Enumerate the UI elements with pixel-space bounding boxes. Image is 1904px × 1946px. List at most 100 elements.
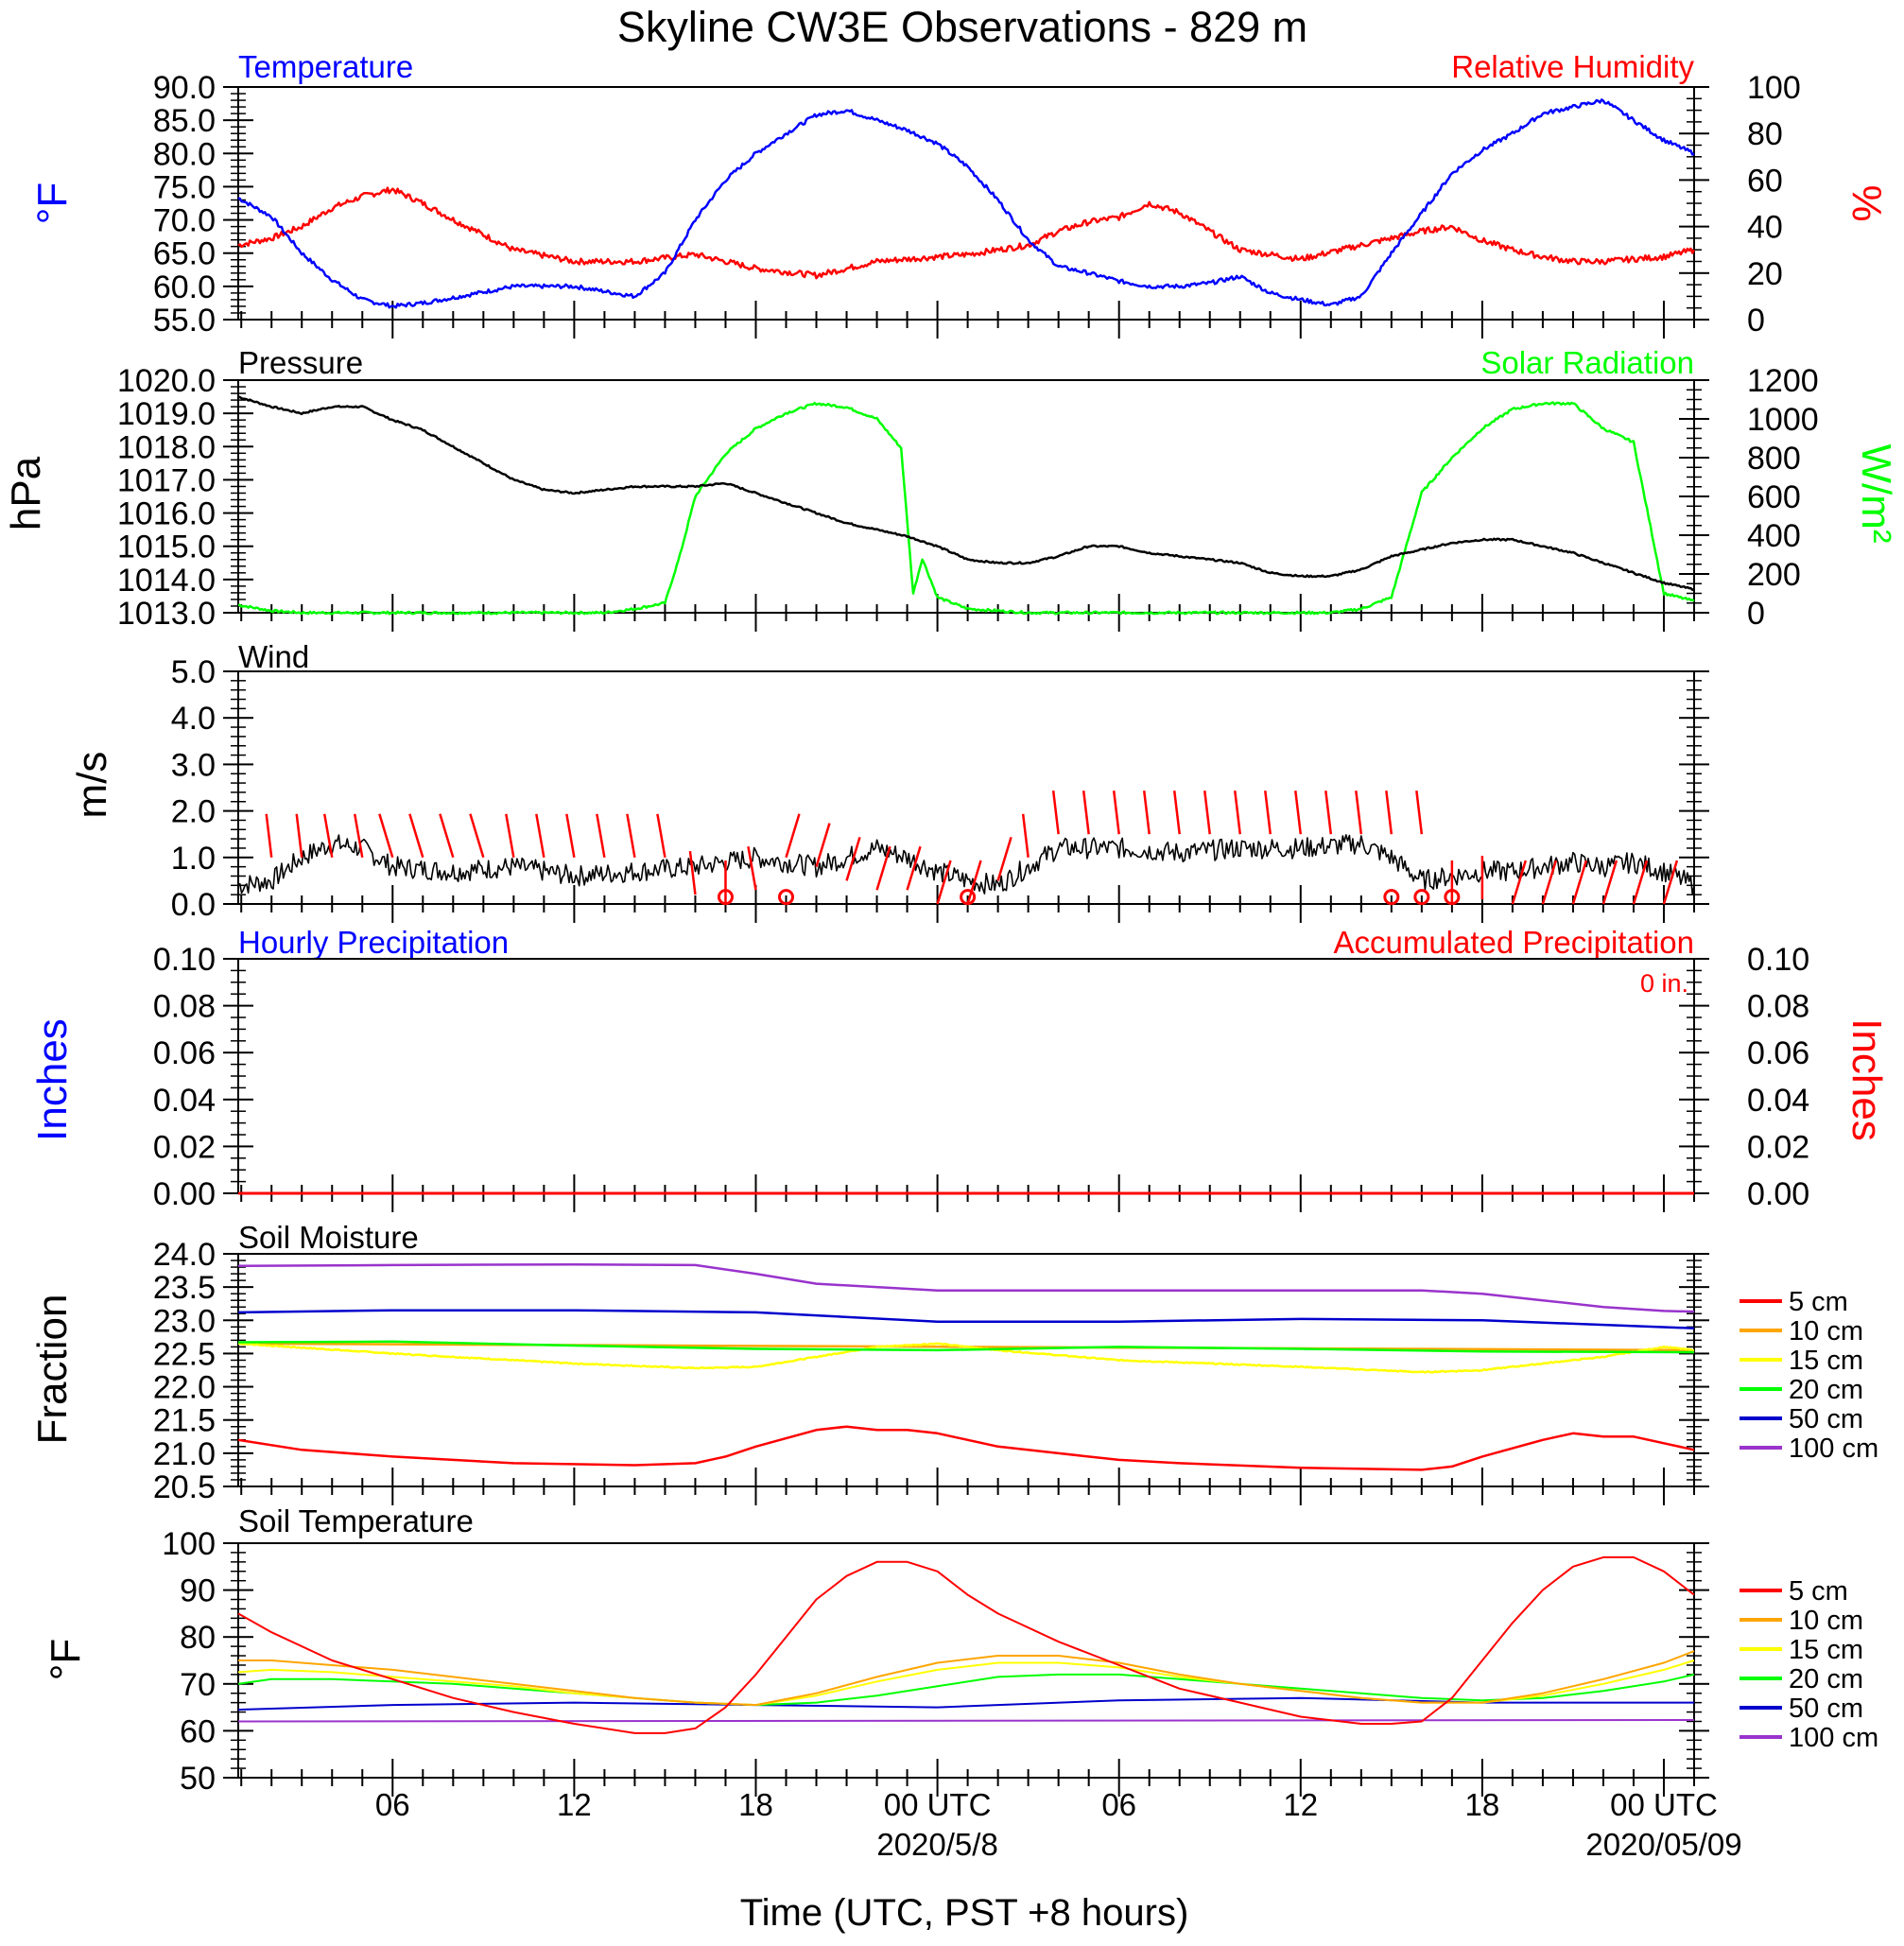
wind-barb: [1511, 860, 1528, 905]
y-right-tick-label: 600: [1747, 479, 1801, 515]
y-tick-label: 4.0: [171, 701, 216, 737]
calm-wind-marker: [1383, 889, 1400, 906]
y-tick-label: 65.0: [153, 236, 216, 272]
wind-barb: [353, 813, 364, 859]
y-tick-label: 1020.0: [117, 363, 216, 399]
legend-label: 15 cm: [1789, 1635, 1863, 1665]
pressure-title: Pressure: [238, 345, 363, 380]
wind-barb: [936, 860, 952, 905]
temperature-unit-label: °F: [29, 182, 76, 224]
y-right-tick-label: 100: [1747, 70, 1801, 106]
wind-frame: [237, 670, 1695, 905]
x-tick-label: 18: [1465, 1787, 1500, 1822]
wind-barb: [688, 851, 697, 895]
wind-barb: [295, 813, 303, 858]
soil-moisture-line: [237, 1425, 1695, 1471]
solar-title: Solar Radiation: [1480, 345, 1694, 380]
chart-title: Skyline CW3E Observations - 829 m: [617, 3, 1307, 51]
humidity-unit-label: %: [1843, 184, 1890, 221]
x-tick-label: 12: [557, 1787, 592, 1822]
pressure_solar-frame: [237, 379, 1695, 614]
wind-barb: [906, 845, 922, 891]
soil-temperature-line: [238, 1650, 1695, 1707]
temp_rh-frame: [237, 86, 1695, 321]
legend-label: 5 cm: [1789, 1287, 1848, 1317]
legend-label: 50 cm: [1789, 1694, 1863, 1724]
wind-speed-line: [237, 834, 1695, 895]
wind-barb: [1415, 791, 1424, 835]
calm-wind-marker: [778, 889, 795, 906]
soil-temperature-line: [237, 1696, 1694, 1711]
wind-barb: [1324, 791, 1333, 835]
wind-barb: [1264, 791, 1272, 835]
solar-radiation-line: [237, 401, 1695, 616]
y-right-tick-label: 60: [1747, 163, 1783, 199]
x-axis-label: Time (UTC, PST +8 hours): [740, 1892, 1189, 1934]
x-tick-label: 00 UTC: [884, 1787, 992, 1822]
y-tick-label: 24.0: [153, 1237, 216, 1273]
soil-moisture-line: [238, 1342, 1695, 1374]
y-right-tick-label: 400: [1747, 518, 1801, 554]
wind-barb: [322, 813, 334, 859]
wind-barb: [1082, 791, 1090, 835]
wind-barb: [1051, 791, 1060, 835]
x-tick-label: 18: [738, 1787, 773, 1822]
precip-frame: [237, 958, 1695, 1194]
wind-barb: [1571, 860, 1588, 905]
wind-barb: [378, 813, 394, 859]
y-tick-label: 0.04: [153, 1083, 216, 1119]
precipitation-panel: Hourly Precipitation Accumulated Precipi…: [29, 925, 1890, 1212]
y-right-tick-label: 800: [1747, 441, 1801, 477]
y-tick-label: 75.0: [153, 169, 216, 205]
y-right-tick-label: 20: [1747, 256, 1783, 292]
y-right-tick-label: 40: [1747, 210, 1783, 246]
soil-temperature-line: [237, 1673, 1695, 1707]
wind-barb: [1385, 791, 1393, 835]
x-tick-label: 00 UTC: [1610, 1787, 1718, 1822]
calm-wind-marker: [960, 889, 977, 906]
humidity-line: [237, 186, 1696, 280]
calm-wind-marker: [1413, 889, 1430, 906]
legend-label: 20 cm: [1789, 1664, 1863, 1694]
wind-barb: [535, 813, 545, 859]
y-tick-label: 80.0: [153, 136, 216, 172]
legend-label: 100 cm: [1789, 1433, 1878, 1464]
pressure-unit-label: hPa: [3, 456, 49, 530]
soil-temperature-unit-label: °F: [43, 1639, 89, 1680]
wind-title: Wind: [238, 639, 309, 674]
wind-barb: [1541, 860, 1558, 905]
legend-label: 10 cm: [1789, 1316, 1863, 1347]
temperature-humidity-panel: Temperature Relative Humidity °F % 90.08…: [29, 49, 1890, 339]
x-tick-label: 06: [1101, 1787, 1136, 1822]
accum-precip-title: Accumulated Precipitation: [1333, 925, 1694, 960]
wind-barb: [1172, 791, 1181, 835]
y-tick-label: 21.5: [153, 1403, 216, 1439]
y-tick-label: 1.0: [171, 841, 216, 877]
legend-label: 15 cm: [1789, 1346, 1863, 1376]
legend-label: 20 cm: [1789, 1375, 1863, 1405]
humidity-title: Relative Humidity: [1451, 49, 1694, 84]
solar-unit-label: W/m²: [1853, 443, 1899, 543]
x-tick-label: 12: [1283, 1787, 1318, 1822]
wind-barb: [996, 837, 1013, 881]
y-tick-label: 1017.0: [117, 462, 216, 498]
x-date-label: 2020/05/09: [1585, 1827, 1741, 1862]
y-right-tick-label: 1200: [1747, 363, 1819, 399]
wind-barb: [747, 846, 757, 891]
y-right-tick-label: 0.06: [1747, 1035, 1809, 1071]
wind-barb: [1142, 791, 1151, 835]
accum-precip-value: 0 in.: [1640, 969, 1688, 998]
y-tick-label: 5.0: [171, 654, 216, 690]
wind-barb: [265, 813, 273, 858]
hourly-precip-unit-label: Inches: [29, 1018, 76, 1141]
soil_moisture-frame: [237, 1253, 1695, 1487]
y-tick-label: 0.02: [153, 1129, 216, 1165]
soil-moisture-panel: Soil Moisture Fraction 24.023.523.022.52…: [29, 1220, 1878, 1505]
wind-barb: [1662, 860, 1679, 905]
wind-panel: Wind m/s 5.0 4.0 3.0 2.0 1.0 0.0: [69, 639, 1709, 923]
y-right-tick-label: 0: [1747, 596, 1765, 632]
pressure-solar-panel: Pressure Solar Radiation hPa W/m² 1020.0…: [3, 345, 1899, 632]
temperature-line: [237, 98, 1695, 309]
wind-barb: [656, 813, 666, 859]
